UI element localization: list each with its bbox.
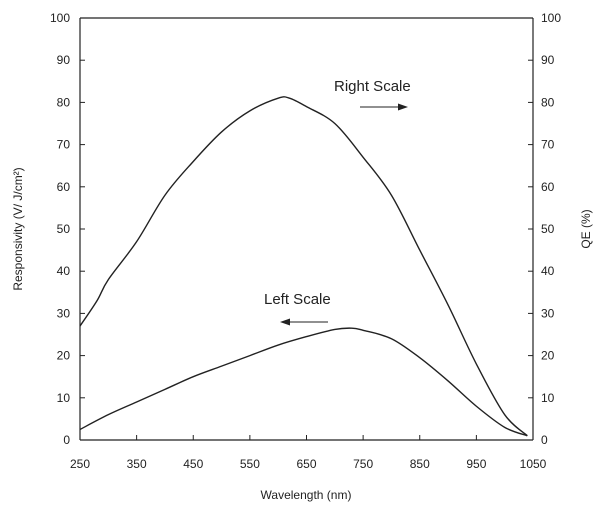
- right-y-tick-label: 100: [541, 11, 561, 25]
- x-tick-label: 950: [466, 457, 486, 471]
- x-tick-label: 550: [240, 457, 260, 471]
- right-y-tick-label: 60: [541, 180, 555, 194]
- left-y-tick-label: 80: [57, 95, 71, 109]
- x-axis-title: Wavelength (nm): [261, 488, 352, 502]
- annotation-right-scale: Right Scale: [334, 78, 411, 111]
- left-y-tick-label: 0: [63, 433, 70, 447]
- right-y-tick-label: 50: [541, 222, 555, 236]
- series-line-left-scale: [79, 327, 528, 437]
- x-axis-ticks: 250 350 450 550 650 750 850 950 1050: [70, 435, 547, 471]
- left-y-tick-label: 30: [57, 306, 71, 320]
- left-y-tick-label: 10: [57, 391, 71, 405]
- right-y-tick-label: 80: [541, 95, 555, 109]
- right-y-axis-ticks: 0 10 20 30 40 50 60 70 80 90 100: [528, 11, 561, 447]
- plot-frame: [79, 17, 534, 441]
- arrow-left-head-icon: [280, 318, 290, 326]
- right-y-tick-label: 10: [541, 391, 555, 405]
- right-y-tick-label: 20: [541, 349, 555, 363]
- x-tick-label: 250: [70, 457, 90, 471]
- left-y-tick-label: 40: [57, 264, 71, 278]
- left-y-tick-label: 70: [57, 138, 71, 152]
- left-y-axis-title: Responsivity (V/ J/cm²): [11, 167, 25, 290]
- annotation-left-scale: Left Scale: [264, 291, 331, 326]
- right-y-tick-label: 0: [541, 433, 548, 447]
- left-y-tick-label: 60: [57, 180, 71, 194]
- left-y-tick-label: 50: [57, 222, 71, 236]
- arrow-right-head-icon: [398, 103, 408, 111]
- right-y-axis-title: QE (%): [579, 209, 593, 248]
- left-y-axis-ticks: 0 10 20 30 40 50 60 70 80 90 100: [50, 11, 85, 447]
- annotation-left-scale-label: Left Scale: [264, 291, 331, 308]
- annotation-right-scale-label: Right Scale: [334, 78, 411, 95]
- x-tick-label: 450: [183, 457, 203, 471]
- x-tick-label: 1050: [520, 457, 547, 471]
- right-y-tick-label: 30: [541, 306, 555, 320]
- right-y-tick-label: 70: [541, 138, 555, 152]
- left-y-tick-label: 20: [57, 349, 71, 363]
- x-tick-label: 350: [127, 457, 147, 471]
- series-group: [79, 96, 528, 437]
- series-line-right-scale: [79, 96, 528, 437]
- left-y-tick-label: 90: [57, 53, 71, 67]
- x-tick-label: 750: [353, 457, 373, 471]
- right-y-tick-label: 40: [541, 264, 555, 278]
- x-tick-label: 850: [410, 457, 430, 471]
- left-y-tick-label: 100: [50, 11, 70, 25]
- x-tick-label: 650: [296, 457, 316, 471]
- right-y-tick-label: 90: [541, 53, 555, 67]
